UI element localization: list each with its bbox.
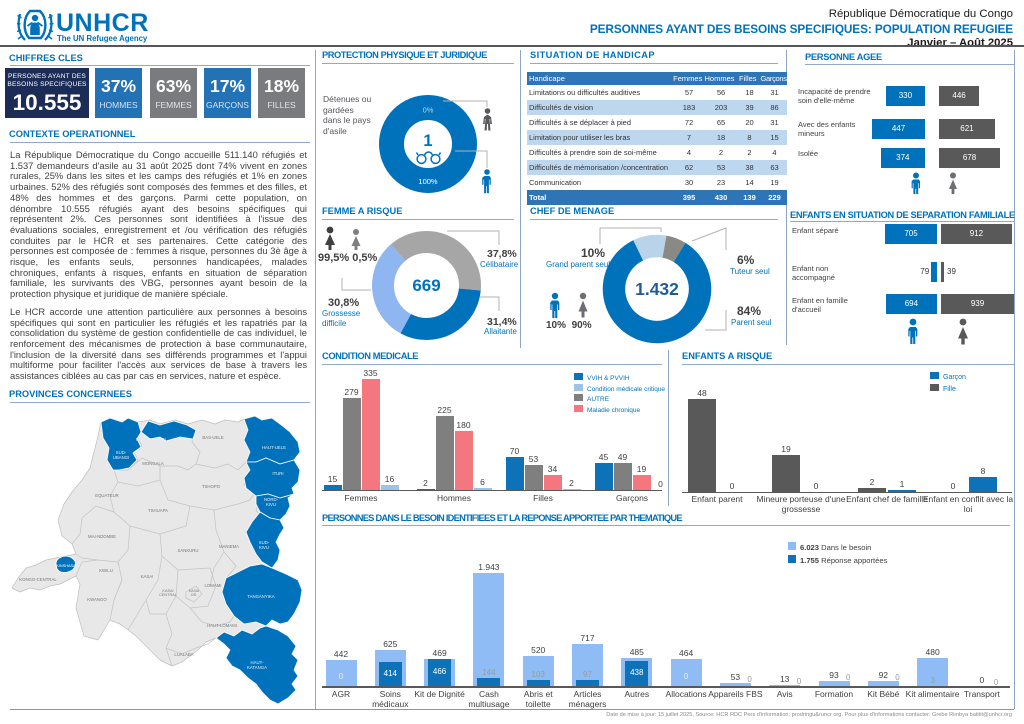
svg-text:KIVU: KIVU bbox=[266, 502, 276, 507]
svg-text:MAI-NDOMBE: MAI-NDOMBE bbox=[88, 534, 116, 539]
svg-text:EQUATEUR: EQUATEUR bbox=[95, 493, 119, 498]
svg-text:MANIEMA: MANIEMA bbox=[219, 544, 239, 549]
svg-text:UNHCR: UNHCR bbox=[56, 9, 149, 37]
svg-text:KATANGA: KATANGA bbox=[247, 665, 267, 670]
svg-text:CENTRAL: CENTRAL bbox=[159, 593, 177, 597]
svg-text:OR.: OR. bbox=[191, 593, 197, 597]
svg-text:UBANGI: UBANGI bbox=[113, 455, 129, 460]
svg-text:HAUT-: HAUT- bbox=[251, 660, 264, 665]
svg-text:NORD-UBANGI: NORD-UBANGI bbox=[136, 437, 167, 442]
svg-text:ITURI: ITURI bbox=[272, 471, 283, 476]
svg-text:KWILU: KWILU bbox=[99, 568, 113, 573]
svg-text:TANGANYIKA: TANGANYIKA bbox=[247, 594, 275, 599]
svg-text:KINSHASA: KINSHASA bbox=[56, 564, 76, 568]
svg-text:HAUT-UELE: HAUT-UELE bbox=[262, 445, 286, 450]
svg-text:1.432: 1.432 bbox=[635, 279, 679, 299]
svg-text:KASAI: KASAI bbox=[189, 589, 200, 593]
svg-text:BAS-UELE: BAS-UELE bbox=[202, 435, 223, 440]
svg-text:TSHUAPA: TSHUAPA bbox=[148, 508, 168, 513]
svg-text:0%: 0% bbox=[423, 106, 434, 115]
svg-text:The UN Refugee Agency: The UN Refugee Agency bbox=[57, 34, 148, 43]
svg-text:KONGO-CENTRAL: KONGO-CENTRAL bbox=[19, 577, 57, 582]
svg-text:1: 1 bbox=[423, 132, 432, 150]
svg-text:KASAI: KASAI bbox=[141, 574, 154, 579]
svg-text:NORD-: NORD- bbox=[264, 497, 279, 502]
svg-text:KIVU: KIVU bbox=[259, 545, 269, 550]
svg-text:KASAI: KASAI bbox=[162, 589, 173, 593]
svg-text:669: 669 bbox=[412, 276, 440, 295]
svg-text:SUD-: SUD- bbox=[259, 540, 270, 545]
svg-text:SUD-: SUD- bbox=[116, 450, 127, 455]
svg-text:LUALABA: LUALABA bbox=[174, 652, 193, 657]
svg-text:100%: 100% bbox=[418, 177, 438, 186]
svg-text:LOMAMI: LOMAMI bbox=[205, 583, 222, 588]
svg-text:KWANGO: KWANGO bbox=[87, 597, 107, 602]
svg-text:MONGALA: MONGALA bbox=[142, 461, 164, 466]
svg-text:HAUT-LOMAMI: HAUT-LOMAMI bbox=[207, 623, 237, 628]
svg-text:SANKURU: SANKURU bbox=[177, 548, 198, 553]
svg-text:TSHOPO: TSHOPO bbox=[202, 484, 221, 489]
